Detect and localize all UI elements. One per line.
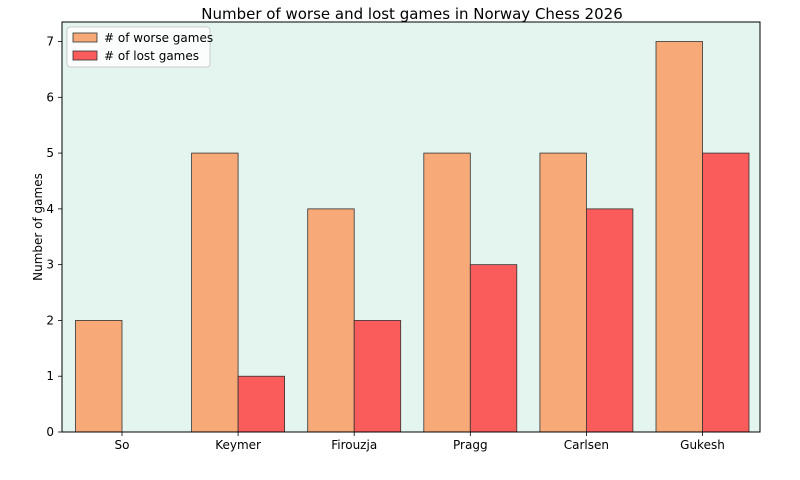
bar-lost-firouzja (353, 320, 402, 433)
plot-area (62, 22, 760, 432)
y-tick-label: 1 (46, 369, 54, 383)
bar-worse-so (75, 320, 123, 433)
legend-swatch-lost (72, 50, 98, 61)
bars-group (75, 41, 750, 433)
y-tick-label: 4 (46, 202, 54, 216)
bar-worse-pragg (423, 152, 471, 433)
bar-worse-firouzja (307, 208, 355, 433)
bar-worse-keymer (191, 152, 239, 433)
legend-swatch-worse (72, 32, 98, 43)
chart-title: Number of worse and lost games in Norway… (201, 5, 623, 23)
bar-lost-gukesh (702, 152, 750, 433)
y-tick-label: 7 (46, 35, 54, 49)
legend: # of worse games # of lost games (66, 26, 213, 68)
x-tick-label: Gukesh (680, 438, 725, 452)
bar-lost-keymer (237, 375, 286, 433)
y-tick-label: 0 (46, 425, 54, 439)
x-tick-label: So (115, 438, 130, 452)
y-axis: 0 1 2 3 4 5 6 7 (46, 35, 62, 439)
x-tick-label: Pragg (453, 438, 488, 452)
y-axis-label: Number of games (31, 173, 45, 281)
legend-label-worse: # of worse games (104, 31, 213, 45)
plot-frame (61, 21, 761, 433)
y-tick-label: 3 (46, 258, 54, 272)
bar-worse-carlsen (539, 152, 587, 433)
bar-worse-gukesh (655, 41, 703, 433)
y-tick-label: 5 (46, 146, 54, 160)
bar-lost-carlsen (586, 208, 634, 433)
x-tick-label: Keymer (215, 438, 261, 452)
bar-lost-pragg (469, 264, 518, 433)
x-axis: So Keymer Firouzja Pragg Carlsen Gukesh (115, 432, 725, 452)
y-tick-label: 2 (46, 313, 54, 327)
x-tick-label: Firouzja (331, 438, 377, 452)
y-tick-label: 6 (46, 90, 54, 104)
x-tick-label: Carlsen (564, 438, 609, 452)
legend-label-lost: # of lost games (104, 49, 199, 63)
legend-box (66, 26, 211, 68)
